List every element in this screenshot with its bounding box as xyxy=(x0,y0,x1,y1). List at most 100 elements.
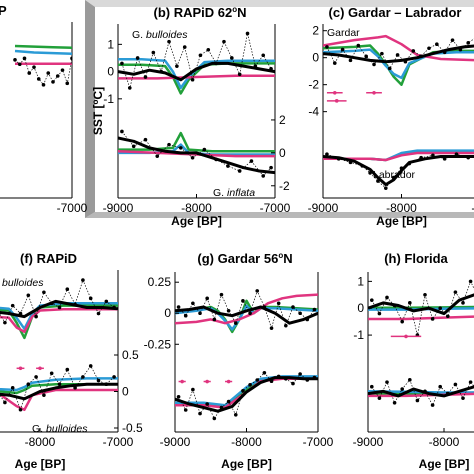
data-point xyxy=(230,56,234,60)
data-point xyxy=(453,290,458,294)
data-point xyxy=(442,50,447,55)
panel-title: (g) Gardar 56oN xyxy=(197,251,292,266)
y-tick-label: 0.25 xyxy=(148,275,172,289)
data-point xyxy=(143,75,148,79)
data-point xyxy=(400,387,405,391)
data-point xyxy=(261,53,266,58)
series-line xyxy=(368,390,474,394)
subpanel-a-1 xyxy=(13,44,72,87)
y-tick-label: 0.5 xyxy=(122,348,139,362)
data-point xyxy=(312,375,317,380)
data-point xyxy=(291,381,295,386)
data-point xyxy=(411,49,416,53)
y-tick-label: 0 xyxy=(312,51,319,65)
data-point xyxy=(36,77,41,81)
y-axis-label: SST [oC] xyxy=(91,87,105,135)
data-point xyxy=(41,83,46,87)
age-error-marker xyxy=(18,366,23,371)
data-point xyxy=(176,395,181,399)
x-tick-label: -7000 xyxy=(57,201,88,215)
data-point xyxy=(120,129,124,134)
data-point xyxy=(468,279,473,284)
data-point xyxy=(219,292,224,297)
age-error-marker xyxy=(180,379,184,384)
age-error-marker xyxy=(226,379,231,384)
data-point xyxy=(10,386,15,390)
series-line xyxy=(0,308,118,334)
series-line xyxy=(0,301,118,331)
data-point xyxy=(13,58,17,62)
series-line xyxy=(175,376,318,413)
subpanel-label: Gardar xyxy=(327,27,360,39)
chart-h: -9000 -8000 (h) Florida Age [BP] 1 0 -1 xyxy=(353,251,474,471)
data-point xyxy=(22,56,27,61)
data-point xyxy=(70,56,72,61)
subpanel-g-2 xyxy=(175,371,318,421)
data-point xyxy=(377,311,382,316)
series-dotted-line xyxy=(121,33,272,90)
data-point xyxy=(284,377,288,381)
data-point xyxy=(183,408,188,412)
data-point xyxy=(430,403,435,407)
subpanel-h-1 xyxy=(368,279,474,337)
data-point xyxy=(255,378,260,382)
data-point xyxy=(435,42,439,46)
subpanel-f-2 xyxy=(0,364,118,412)
subpanel-g-1 xyxy=(175,289,318,334)
age-error-marker xyxy=(372,90,376,95)
y-tick-label: 0 xyxy=(279,146,286,160)
data-point xyxy=(438,384,443,389)
data-point xyxy=(51,80,55,84)
data-point xyxy=(298,311,302,316)
subpanel-label: G. bulloides xyxy=(0,277,44,289)
data-point xyxy=(49,301,54,306)
data-point xyxy=(269,165,273,170)
series-line xyxy=(368,385,474,398)
data-point xyxy=(219,405,224,410)
x-tick-label: -8000 xyxy=(231,435,262,449)
series-dotted-line xyxy=(326,38,474,70)
data-point xyxy=(190,155,195,160)
data-point xyxy=(96,311,101,316)
data-point xyxy=(384,186,388,190)
chart-g: -9000 -8000 -7000 (g) Gardar 56oN Age [BP] 0.… xyxy=(144,251,334,471)
y-tick-label: -0.5 xyxy=(122,421,143,435)
data-point xyxy=(298,372,302,376)
data-point xyxy=(377,396,382,400)
data-point xyxy=(468,380,473,384)
data-point xyxy=(255,289,260,293)
data-point xyxy=(284,323,288,328)
y-tick-label: 1 xyxy=(357,274,364,288)
data-point xyxy=(461,301,465,305)
data-point xyxy=(159,69,163,74)
y-tick-label: -1 xyxy=(353,328,364,342)
subpanel-b-1 xyxy=(118,31,275,95)
data-point xyxy=(88,296,93,301)
data-point xyxy=(32,65,36,69)
data-point xyxy=(430,317,435,321)
x-tick-label: -7000 xyxy=(260,201,291,215)
data-point xyxy=(57,382,62,387)
data-point xyxy=(167,142,171,147)
series-line xyxy=(323,155,474,187)
data-point xyxy=(212,317,217,322)
data-point xyxy=(348,58,353,63)
x-axis-label: Age [BP] xyxy=(221,457,272,471)
data-point xyxy=(112,305,116,310)
data-point xyxy=(360,164,365,168)
data-point xyxy=(214,157,218,162)
data-point xyxy=(423,293,427,297)
data-point xyxy=(262,305,267,309)
data-point xyxy=(88,364,93,368)
data-point xyxy=(18,311,23,316)
data-point xyxy=(226,399,231,404)
data-point xyxy=(249,159,254,163)
data-point xyxy=(305,378,310,382)
data-point xyxy=(446,314,450,319)
y-tick-label: 2 xyxy=(279,113,286,127)
data-point xyxy=(26,293,31,298)
chart-b: -9000 -8000 -7000 (b) RAPiD 62oN Age [BP] SST… xyxy=(91,5,291,228)
y-tick-label: -4 xyxy=(308,105,319,119)
subpanel-f-1 xyxy=(0,278,118,340)
